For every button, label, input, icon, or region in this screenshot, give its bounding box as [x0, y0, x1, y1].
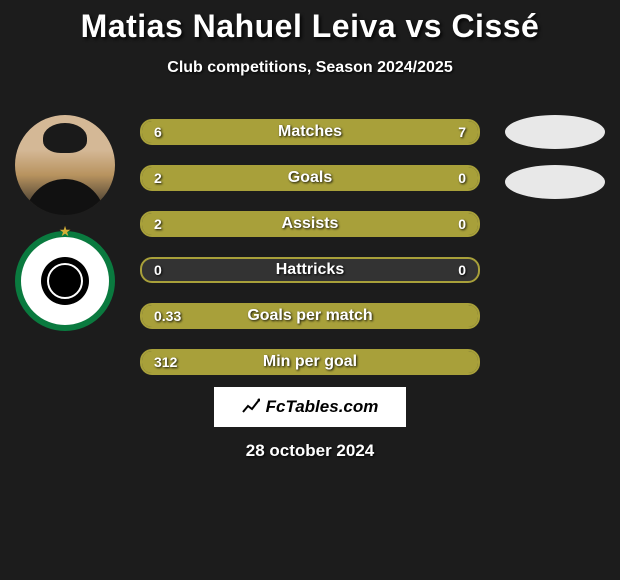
player-placeholder-right-2	[505, 165, 605, 199]
stat-row-min-per-goal: 312Min per goal	[140, 349, 480, 375]
soccer-ball-icon	[41, 257, 89, 305]
player-placeholder-right-1	[505, 115, 605, 149]
left-player-column: ★	[10, 115, 120, 331]
stat-label: Assists	[142, 213, 478, 235]
stat-label: Hattricks	[142, 259, 478, 281]
stat-label: Goals	[142, 167, 478, 189]
footer: FcTables.com 28 october 2024	[0, 387, 620, 461]
stat-row-goals: 20Goals	[140, 165, 480, 191]
stat-label: Goals per match	[142, 305, 478, 327]
stat-label: Matches	[142, 121, 478, 143]
stat-label: Min per goal	[142, 351, 478, 373]
stat-row-hattricks: 00Hattricks	[140, 257, 480, 283]
chart-icon	[242, 398, 260, 416]
star-icon: ★	[59, 223, 72, 240]
brand-label: FcTables.com	[266, 397, 379, 417]
club-badge-left: ★	[15, 231, 115, 331]
stat-row-assists: 20Assists	[140, 211, 480, 237]
date-label: 28 october 2024	[246, 441, 375, 461]
brand-badge: FcTables.com	[214, 387, 407, 427]
stat-bars: 67Matches 20Goals 20Assists 00Hattricks 0.33…	[140, 115, 480, 375]
player-photo-left	[15, 115, 115, 215]
subtitle: Club competitions, Season 2024/2025	[0, 59, 620, 77]
page-title: Matias Nahuel Leiva vs Cissé	[0, 8, 620, 45]
stat-row-matches: 67Matches	[140, 119, 480, 145]
comparison-card: Matias Nahuel Leiva vs Cissé Club compet…	[0, 0, 620, 461]
right-player-column	[500, 115, 610, 199]
main-row: ★ 67Matches 20Goals 20Assists 00Hattricks 0.…	[0, 115, 620, 375]
stat-row-goals-per-match: 0.33Goals per match	[140, 303, 480, 329]
